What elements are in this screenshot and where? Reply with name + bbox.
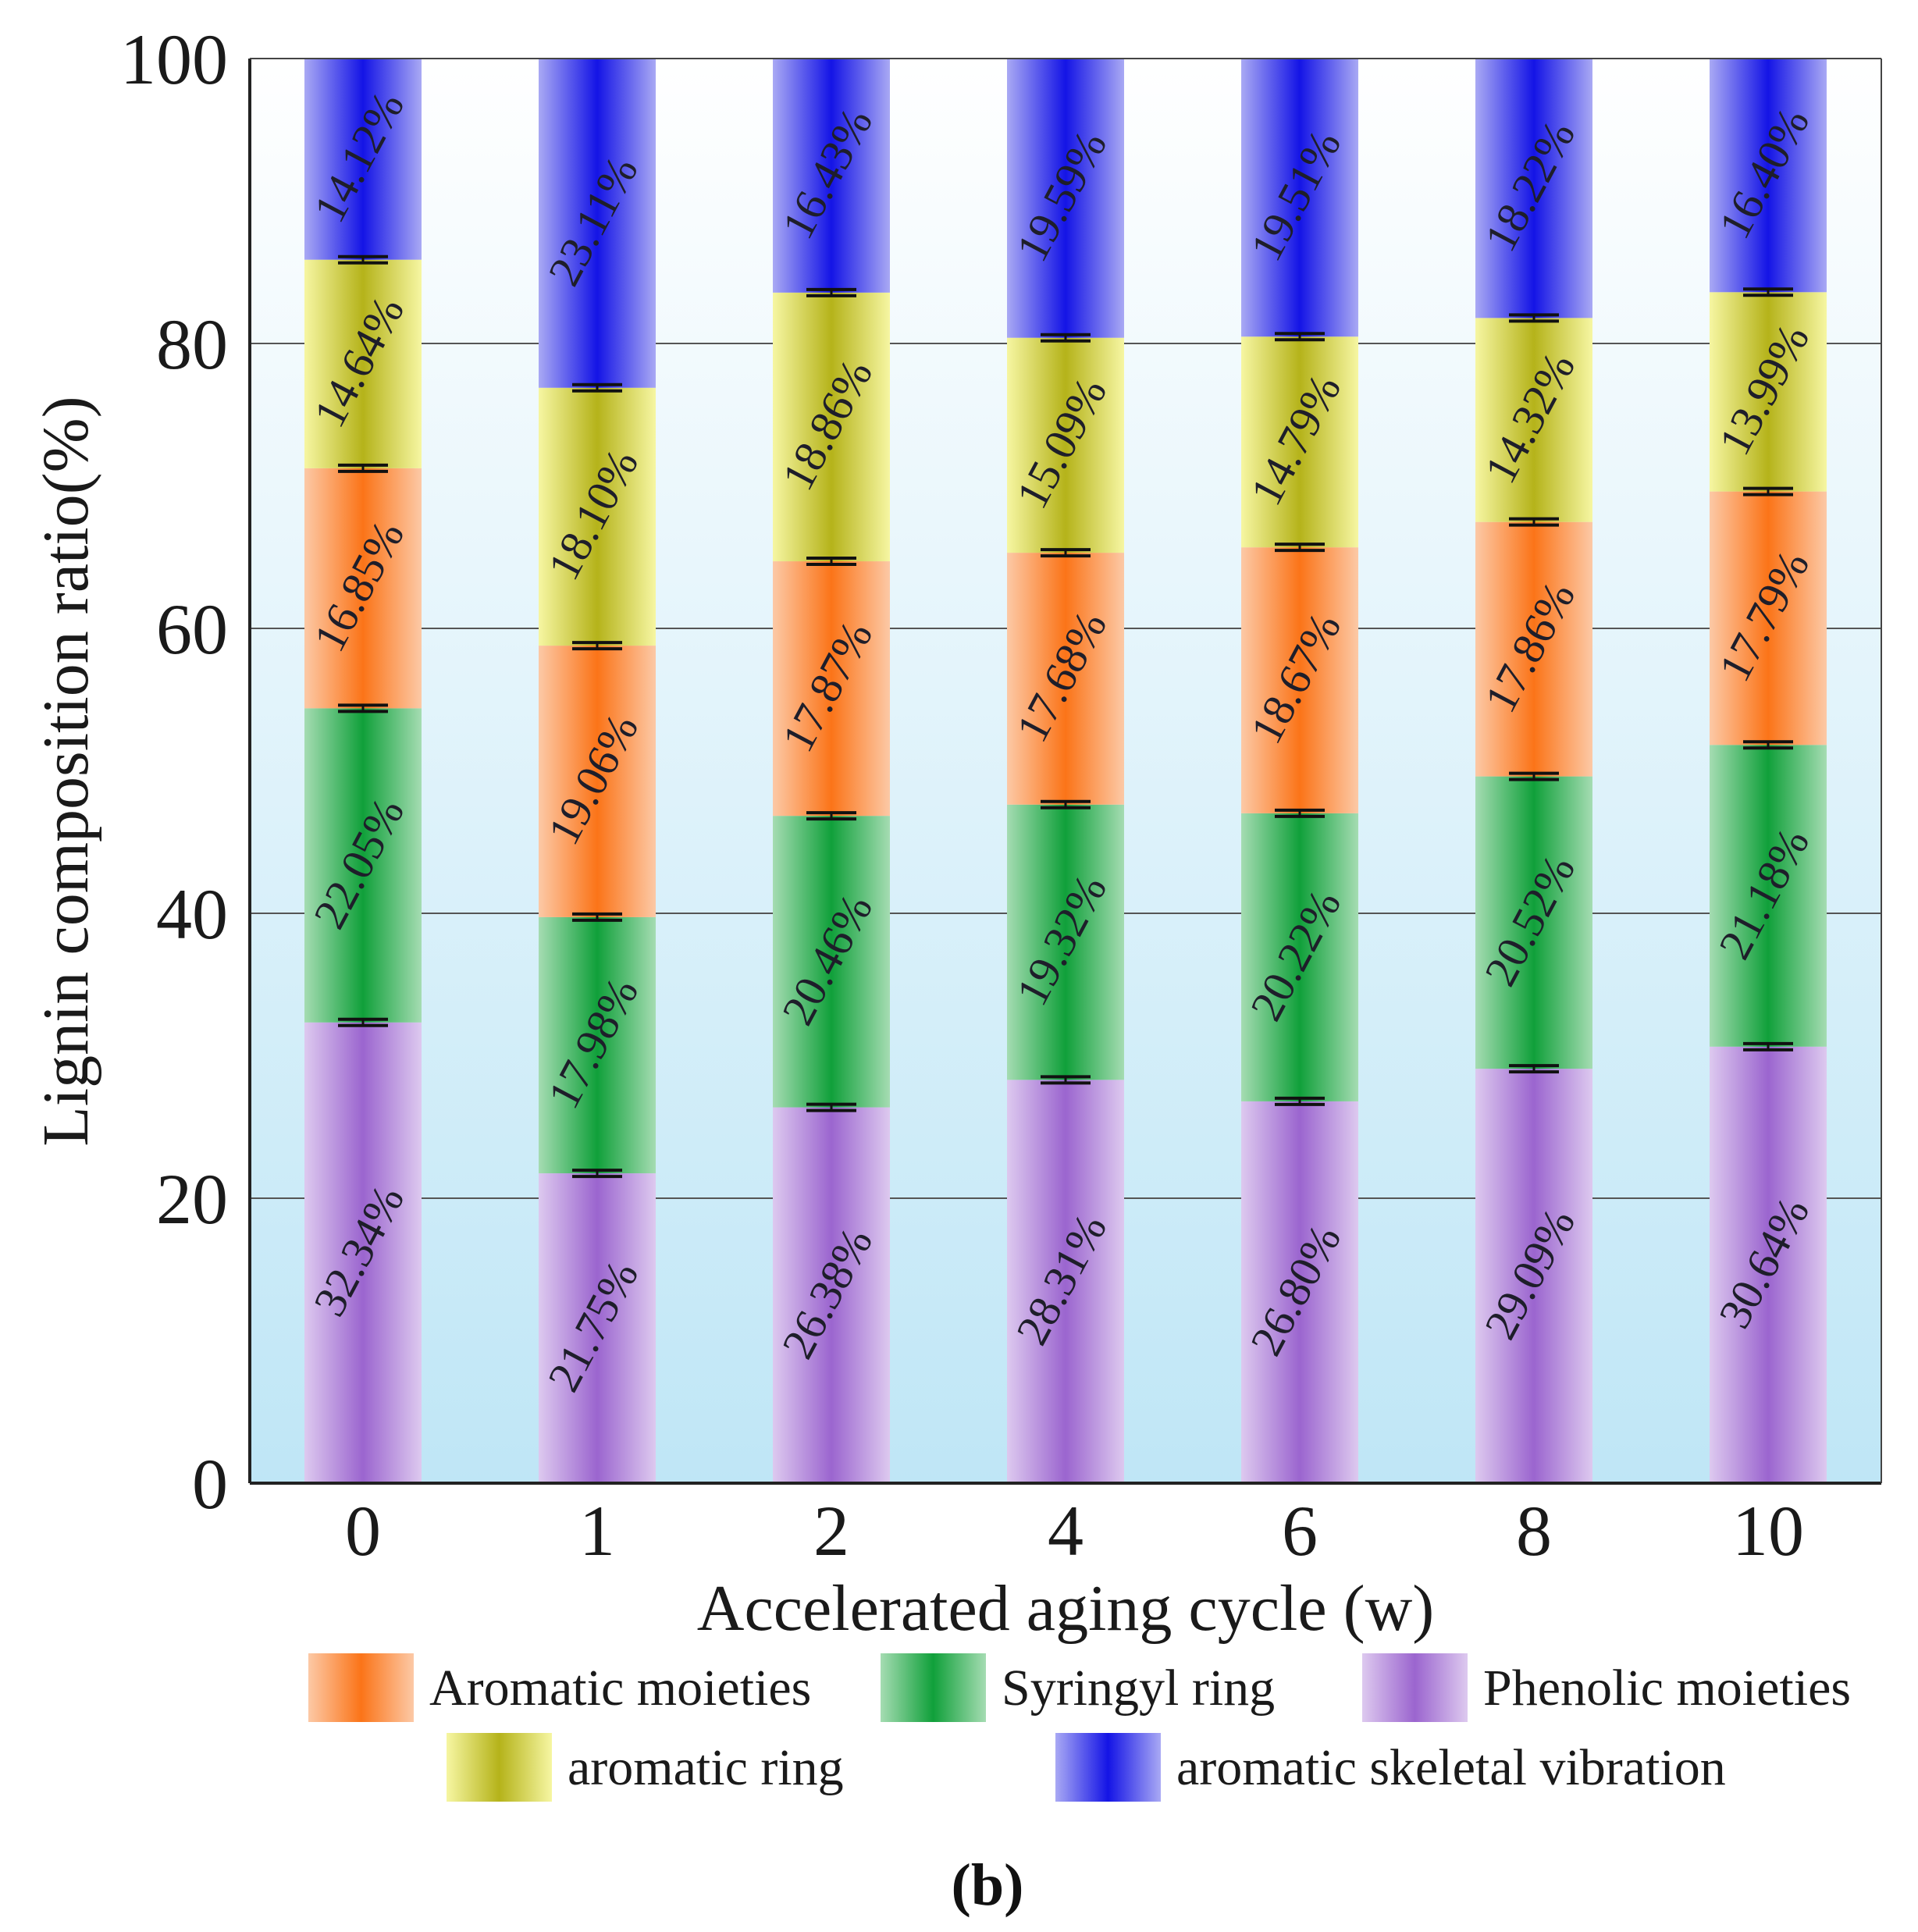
- y-tick-labels: 0 20 40 60 80 100: [120, 20, 228, 1524]
- x-tick-label: 0: [345, 1491, 381, 1571]
- legend: Aromatic moieties Syringyl ring Phenolic m…: [308, 1653, 1851, 1802]
- figure-caption: (b): [952, 1852, 1024, 1918]
- legend-swatch: [1362, 1653, 1468, 1722]
- y-tick-label: 80: [156, 304, 228, 384]
- y-tick-label: 40: [156, 874, 228, 954]
- bar-stack: 32.34%22.05%16.85%14.64%14.12%: [304, 59, 422, 1483]
- y-axis-title: Lignin composition ratio(%): [30, 396, 102, 1146]
- legend-swatch: [447, 1733, 552, 1802]
- x-tick-label: 6: [1282, 1491, 1318, 1571]
- bar-stack: 30.64%21.18%17.79%13.99%16.40%: [1709, 59, 1827, 1483]
- x-tick-label: 10: [1732, 1491, 1804, 1571]
- legend-label: Aromatic moieties: [429, 1660, 811, 1717]
- legend-item: Aromatic moieties: [308, 1653, 811, 1722]
- legend-item: Syringyl ring: [881, 1653, 1275, 1722]
- y-tick-label: 0: [192, 1444, 228, 1524]
- bar-stack: 29.09%20.52%17.86%14.32%18.22%: [1475, 59, 1592, 1483]
- x-tick-labels: 0 1 2 4 6 8 10: [345, 1491, 1804, 1571]
- bar-stack: 21.75%17.98%19.06%18.10%23.11%: [538, 59, 656, 1483]
- y-tick-label: 100: [120, 20, 228, 99]
- legend-item: Phenolic moieties: [1362, 1653, 1851, 1722]
- y-tick-label: 20: [156, 1159, 228, 1239]
- x-tick-label: 2: [813, 1491, 849, 1571]
- legend-item: aromatic skeletal vibration: [1055, 1733, 1726, 1802]
- x-tick-label: 1: [579, 1491, 615, 1571]
- x-tick-label: 4: [1048, 1491, 1084, 1571]
- bar-stack: 28.31%19.32%17.68%15.09%19.59%: [1006, 59, 1124, 1483]
- x-axis-title: Accelerated aging cycle (w): [697, 1572, 1434, 1645]
- stacked-bar-chart: 32.34%22.05%16.85%14.64%14.12% 21.75%17.9…: [0, 0, 1918, 1932]
- y-tick-label: 60: [156, 589, 228, 669]
- legend-item: aromatic ring: [447, 1733, 844, 1802]
- legend-label: aromatic skeletal vibration: [1176, 1739, 1726, 1796]
- legend-label: Phenolic moieties: [1483, 1660, 1851, 1717]
- legend-swatch: [308, 1653, 414, 1722]
- legend-swatch: [881, 1653, 986, 1722]
- bar-stack: 26.38%20.46%17.87%18.86%16.43%: [772, 59, 890, 1483]
- legend-label: aromatic ring: [568, 1739, 844, 1796]
- bar-stack: 26.80%20.22%18.67%14.79%19.51%: [1240, 59, 1358, 1483]
- legend-swatch: [1055, 1733, 1161, 1802]
- x-tick-label: 8: [1516, 1491, 1552, 1571]
- legend-label: Syringyl ring: [1002, 1660, 1275, 1717]
